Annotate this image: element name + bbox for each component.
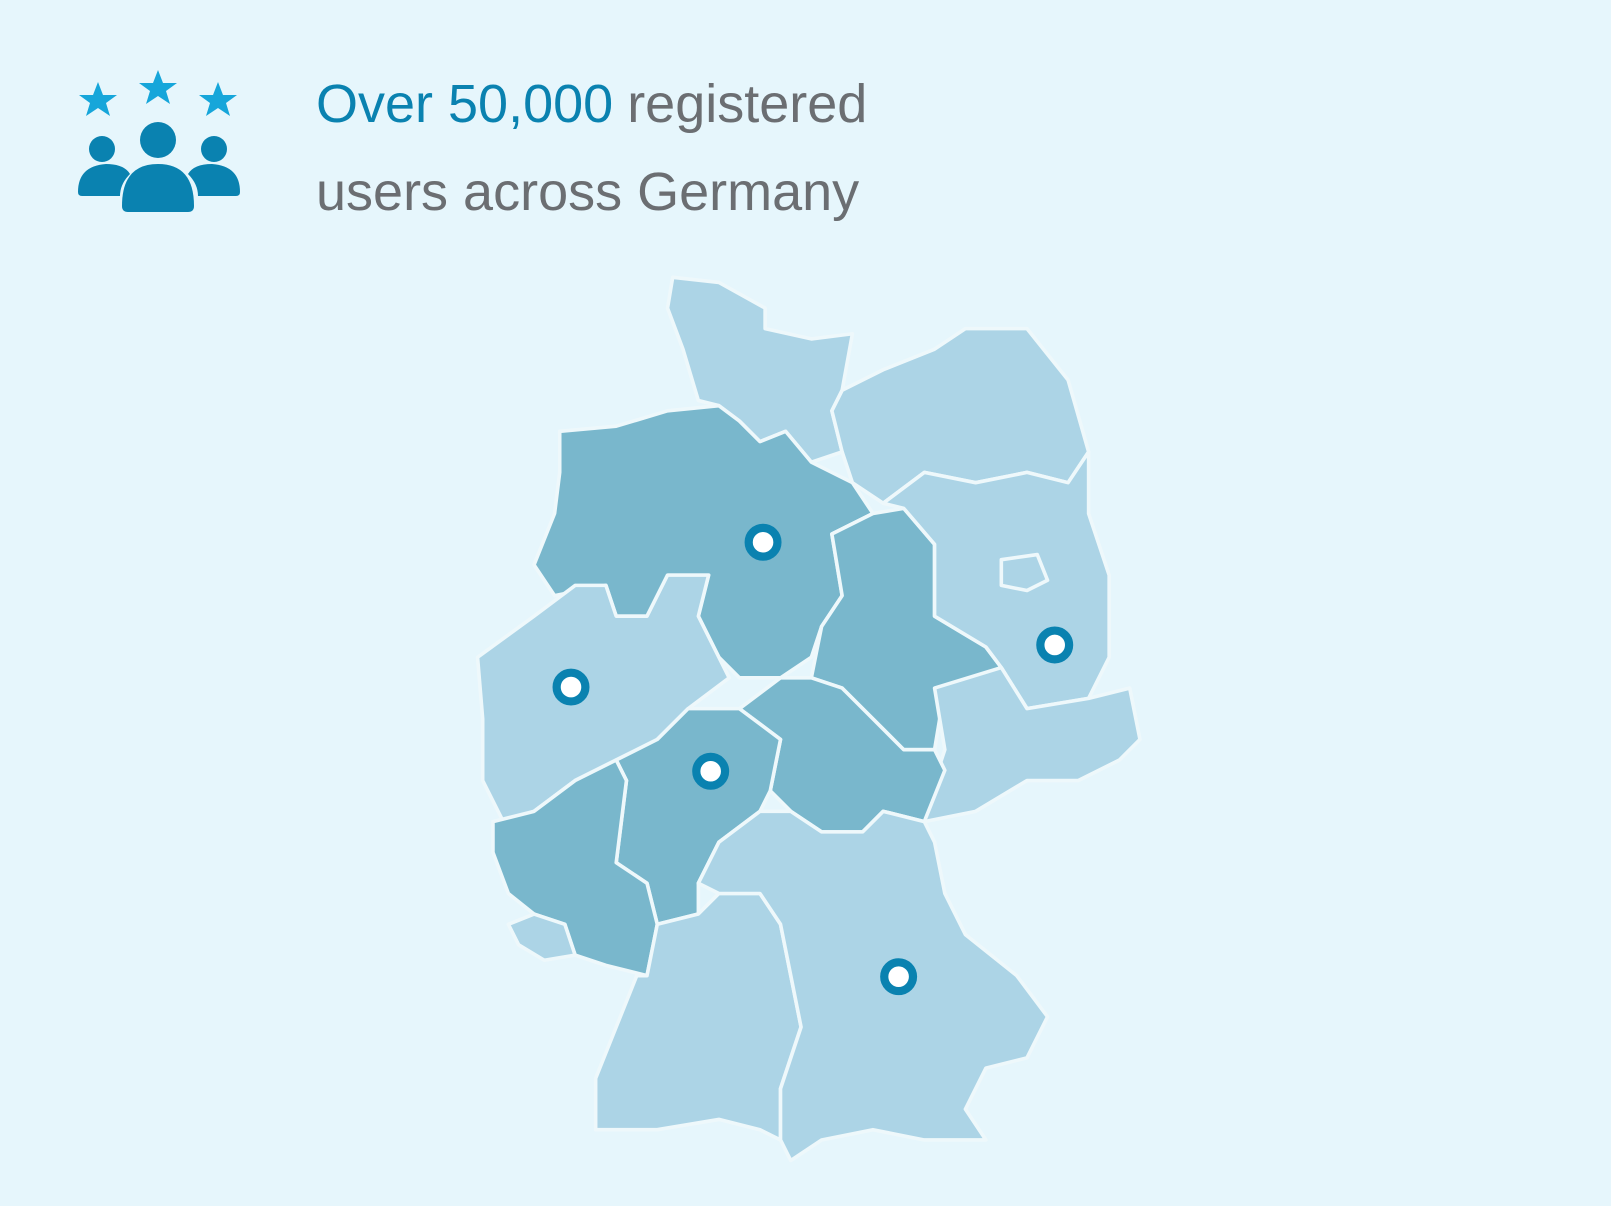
headline-line-2: users across Germany	[316, 162, 860, 222]
headline-highlight: Over 50,000	[316, 74, 614, 134]
people	[78, 122, 240, 212]
region	[737, 676, 947, 834]
location-marker	[1036, 626, 1074, 664]
location-marker	[880, 958, 918, 996]
map-regions	[475, 275, 1142, 1163]
region	[506, 912, 577, 963]
headline: Over 50,000 registered users across Germa…	[316, 60, 867, 236]
region	[999, 552, 1050, 593]
region	[665, 275, 855, 464]
region	[696, 809, 1050, 1163]
headline-text: registered	[627, 74, 868, 134]
location-marker	[552, 668, 590, 706]
stars	[79, 70, 237, 116]
users-icon	[78, 70, 240, 212]
headline-line-1: Over 50,000 registered	[316, 60, 867, 148]
location-marker	[692, 752, 730, 790]
location-marker	[744, 523, 782, 561]
